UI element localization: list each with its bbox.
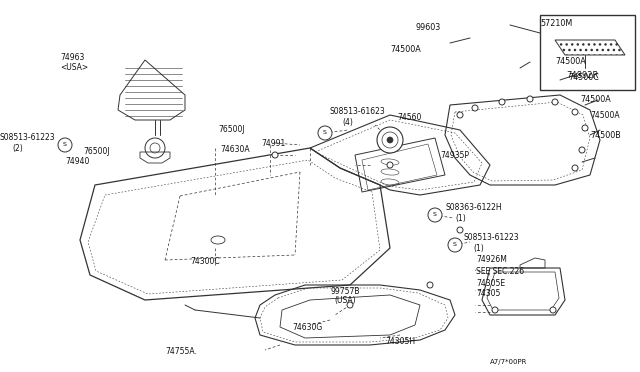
Circle shape: [492, 307, 498, 313]
Text: S08513-61623: S08513-61623: [330, 108, 386, 116]
Circle shape: [428, 208, 442, 222]
Bar: [540, 15, 635, 90]
Text: 74300C: 74300C: [190, 257, 220, 266]
Text: <USA>: <USA>: [60, 64, 88, 73]
Circle shape: [579, 147, 585, 153]
Text: (1): (1): [473, 244, 484, 253]
Text: 74500C: 74500C: [568, 73, 599, 81]
Circle shape: [457, 227, 463, 233]
Text: 74500A: 74500A: [555, 58, 586, 67]
Text: 74630G: 74630G: [292, 323, 323, 331]
Circle shape: [382, 132, 398, 148]
Circle shape: [272, 152, 278, 158]
Circle shape: [377, 127, 403, 153]
Text: 57210M: 57210M: [540, 19, 572, 28]
Circle shape: [58, 138, 72, 152]
Text: S08363-6122H: S08363-6122H: [445, 203, 502, 212]
Text: (4): (4): [342, 118, 353, 126]
Circle shape: [347, 302, 353, 308]
Text: 99757B: 99757B: [330, 288, 360, 296]
Text: 76500J: 76500J: [218, 125, 244, 135]
Text: 99603: 99603: [415, 23, 440, 32]
Circle shape: [572, 165, 578, 171]
Text: 74500A: 74500A: [590, 110, 620, 119]
Circle shape: [582, 125, 588, 131]
Text: S08513-61223: S08513-61223: [0, 134, 56, 142]
Circle shape: [387, 137, 393, 143]
Text: 76500J: 76500J: [83, 148, 109, 157]
Circle shape: [457, 112, 463, 118]
Text: (1): (1): [455, 214, 466, 222]
Text: 74926M: 74926M: [476, 256, 507, 264]
Circle shape: [552, 99, 558, 105]
Circle shape: [150, 143, 160, 153]
Text: SEE SEC.226: SEE SEC.226: [476, 267, 524, 276]
Text: A7/7*00PR: A7/7*00PR: [490, 359, 527, 365]
Text: 74500A: 74500A: [580, 96, 611, 105]
Text: (USA): (USA): [334, 296, 356, 305]
Circle shape: [387, 162, 393, 168]
Text: 74305H: 74305H: [385, 337, 415, 346]
Text: 74305E: 74305E: [476, 279, 505, 289]
Circle shape: [499, 99, 505, 105]
Text: 74963: 74963: [60, 54, 84, 62]
Text: (2): (2): [12, 144, 23, 153]
Text: 74940: 74940: [65, 157, 90, 167]
Text: 74991: 74991: [262, 138, 286, 148]
Text: 74305: 74305: [476, 289, 500, 298]
Circle shape: [145, 138, 165, 158]
Text: 74500B: 74500B: [590, 131, 621, 140]
Text: 74892R: 74892R: [566, 71, 598, 80]
Text: 74500A: 74500A: [390, 45, 420, 55]
Circle shape: [318, 126, 332, 140]
Circle shape: [550, 307, 556, 313]
Circle shape: [427, 282, 433, 288]
Text: S: S: [63, 142, 67, 148]
Text: S: S: [433, 212, 437, 218]
Text: 74560: 74560: [397, 112, 421, 122]
Text: S08513-61223: S08513-61223: [463, 234, 518, 243]
Text: 74630A: 74630A: [220, 145, 250, 154]
Text: S: S: [323, 131, 327, 135]
Text: S: S: [453, 243, 457, 247]
Circle shape: [448, 238, 462, 252]
Circle shape: [472, 105, 478, 111]
Text: 74935P: 74935P: [440, 151, 469, 160]
Circle shape: [572, 109, 578, 115]
Text: 74755A.: 74755A.: [165, 347, 197, 356]
Circle shape: [527, 96, 533, 102]
